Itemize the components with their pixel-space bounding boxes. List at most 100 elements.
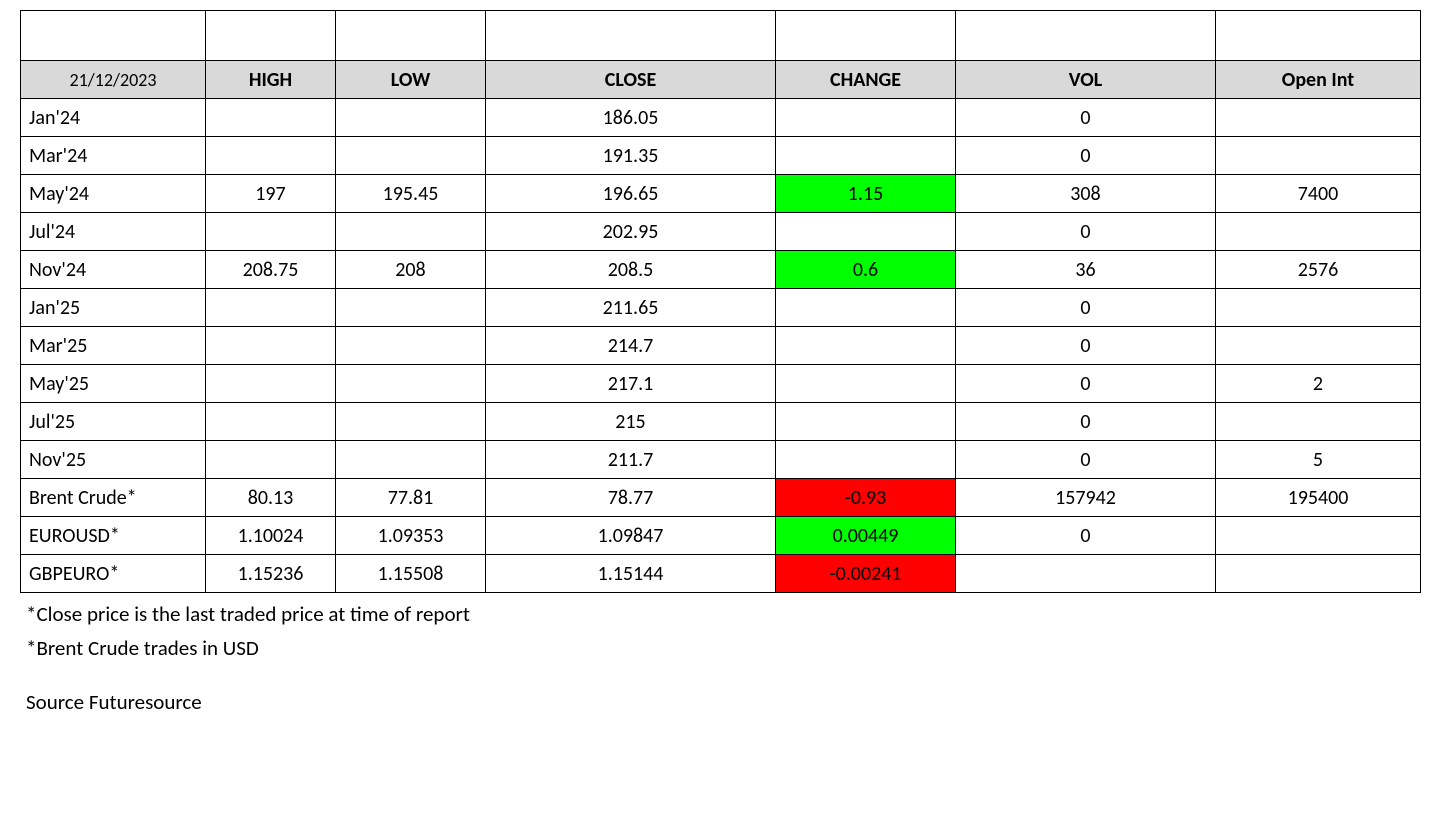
cell-label: Jul'25: [21, 403, 206, 441]
cell-openint: 2576: [1216, 251, 1421, 289]
header-date: 21/12/2023: [21, 61, 206, 99]
cell-openint: 5: [1216, 441, 1421, 479]
cell-change: 0.6: [776, 251, 956, 289]
cell-change: [776, 403, 956, 441]
cell-close: 211.65: [486, 289, 776, 327]
cell-high: 197: [206, 175, 336, 213]
cell-close: 217.1: [486, 365, 776, 403]
cell-high: 1.10024: [206, 517, 336, 555]
table-row: Mar'25 214.7 0: [21, 327, 1421, 365]
cell-openint: 2: [1216, 365, 1421, 403]
cell-vol: 308: [956, 175, 1216, 213]
cell-change: [776, 327, 956, 365]
cell-vol: 0: [956, 441, 1216, 479]
cell-label: Jan'25: [21, 289, 206, 327]
cell-high: [206, 289, 336, 327]
cell-close: 78.77: [486, 479, 776, 517]
header-row: 21/12/2023 HIGH LOW CLOSE CHANGE VOL Ope…: [21, 61, 1421, 99]
cell-openint: [1216, 517, 1421, 555]
table-row: Nov'25211.705: [21, 441, 1421, 479]
cell-change: -0.00241: [776, 555, 956, 593]
cell-label: Mar'25: [21, 327, 206, 365]
cell-openint: 7400: [1216, 175, 1421, 213]
cell-vol: 0: [956, 99, 1216, 137]
cell-low: [336, 137, 486, 175]
cell-low: 1.09353: [336, 517, 486, 555]
cell-high: [206, 213, 336, 251]
cell-vol: 36: [956, 251, 1216, 289]
cell-close: 191.35: [486, 137, 776, 175]
table-row: EUROUSD*1.100241.093531.098470.004490: [21, 517, 1421, 555]
cell-close: 196.65: [486, 175, 776, 213]
cell-openint: [1216, 289, 1421, 327]
cell-low: [336, 441, 486, 479]
cell-label: Jan'24: [21, 99, 206, 137]
table-row: Brent Crude*80.1377.8178.77-0.9315794219…: [21, 479, 1421, 517]
cell-change: 1.15: [776, 175, 956, 213]
cell-high: 1.15236: [206, 555, 336, 593]
cell-openint: [1216, 327, 1421, 365]
cell-high: [206, 441, 336, 479]
cell-label: Brent Crude*: [21, 479, 206, 517]
cell-vol: [956, 555, 1216, 593]
header-high: HIGH: [206, 61, 336, 99]
cell-openint: 195400: [1216, 479, 1421, 517]
header-vol: VOL: [956, 61, 1216, 99]
header-change: CHANGE: [776, 61, 956, 99]
table-row: Nov'24208.75208208.50.6362576: [21, 251, 1421, 289]
cell-change: [776, 99, 956, 137]
cell-change: 0.00449: [776, 517, 956, 555]
header-openint: Open Int: [1216, 61, 1421, 99]
cell-change: [776, 213, 956, 251]
cell-low: [336, 327, 486, 365]
cell-vol: 0: [956, 289, 1216, 327]
cell-label: May'25: [21, 365, 206, 403]
header-low: LOW: [336, 61, 486, 99]
cell-low: [336, 403, 486, 441]
futures-table: 21/12/2023 HIGH LOW CLOSE CHANGE VOL Ope…: [20, 10, 1421, 593]
table-row: Jan'25 211.65 0: [21, 289, 1421, 327]
cell-change: [776, 137, 956, 175]
cell-vol: 157942: [956, 479, 1216, 517]
footnote-2: *Brent Crude trades in USD: [26, 635, 1419, 661]
cell-high: [206, 365, 336, 403]
table-row: May'24197195.45196.651.153087400: [21, 175, 1421, 213]
cell-change: -0.93: [776, 479, 956, 517]
source-line: Source Futuresource: [26, 689, 1419, 715]
cell-low: 195.45: [336, 175, 486, 213]
table-body: Jan'24 186.05 0 Mar'24 191.35 0 May'24197195.4…: [21, 99, 1421, 593]
cell-label: Nov'24: [21, 251, 206, 289]
cell-high: [206, 403, 336, 441]
cell-high: [206, 99, 336, 137]
cell-openint: [1216, 137, 1421, 175]
table-row: Jul'25 215 0: [21, 403, 1421, 441]
cell-label: Mar'24: [21, 137, 206, 175]
cell-low: 1.15508: [336, 555, 486, 593]
cell-openint: [1216, 555, 1421, 593]
cell-change: [776, 289, 956, 327]
cell-high: [206, 137, 336, 175]
cell-vol: 0: [956, 403, 1216, 441]
cell-label: GBPEURO*: [21, 555, 206, 593]
header-spacer-row: [21, 11, 1421, 61]
cell-low: [336, 213, 486, 251]
cell-close: 208.5: [486, 251, 776, 289]
cell-low: [336, 289, 486, 327]
cell-high: [206, 327, 336, 365]
header-close: CLOSE: [486, 61, 776, 99]
footnote-1: *Close price is the last traded price at…: [26, 601, 1419, 627]
cell-close: 215: [486, 403, 776, 441]
cell-low: 208: [336, 251, 486, 289]
cell-label: Jul'24: [21, 213, 206, 251]
cell-close: 1.15144: [486, 555, 776, 593]
cell-low: [336, 99, 486, 137]
cell-high: 208.75: [206, 251, 336, 289]
cell-close: 214.7: [486, 327, 776, 365]
cell-openint: [1216, 99, 1421, 137]
cell-label: EUROUSD*: [21, 517, 206, 555]
table-row: Mar'24191.350: [21, 137, 1421, 175]
cell-close: 186.05: [486, 99, 776, 137]
table-row: Jul'24202.950: [21, 213, 1421, 251]
cell-vol: 0: [956, 327, 1216, 365]
table-row: GBPEURO*1.152361.155081.15144-0.00241: [21, 555, 1421, 593]
